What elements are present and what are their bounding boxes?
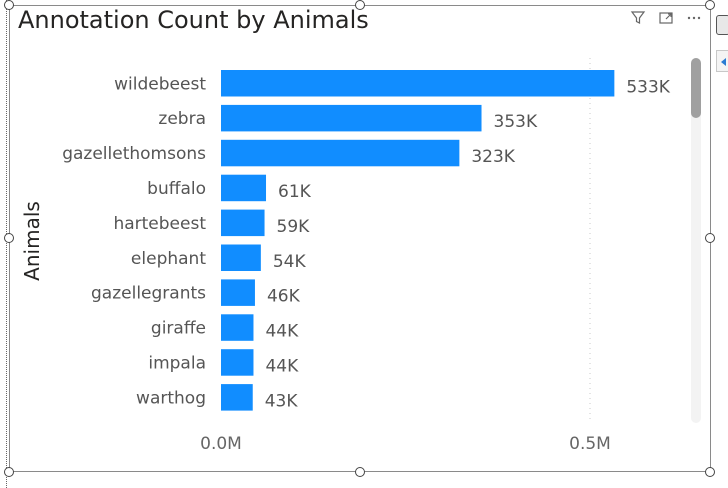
visual-header-icons: [630, 10, 702, 26]
value-label-buffalo: 61K: [278, 182, 312, 202]
scrollbar-track[interactable]: [691, 58, 701, 423]
value-label-zebra: 353K: [494, 112, 538, 132]
value-label-giraffe: 44K: [265, 322, 299, 342]
bar-wildebeest[interactable]: [221, 70, 615, 97]
bar-buffalo[interactable]: [221, 174, 267, 202]
bar-warthog[interactable]: [221, 384, 253, 411]
value-label-wildebeest: 533K: [626, 77, 670, 97]
collapse-pane-arrow-icon[interactable]: [716, 50, 728, 72]
bar-impala[interactable]: [221, 349, 254, 376]
y-axis-title: Animals: [20, 201, 44, 281]
category-label-wildebeest: wildebeest: [114, 74, 206, 94]
chart-title: Annotation Count by Animals: [18, 6, 369, 34]
x-tick-label-1: 0.5M: [569, 434, 611, 454]
value-label-gazellethomsons: 323K: [471, 147, 515, 167]
resize-handle-top-left[interactable]: [4, 0, 14, 10]
bar-hartebeest[interactable]: [221, 209, 265, 237]
filter-icon[interactable]: [630, 10, 646, 26]
category-label-zebra: zebra: [158, 109, 206, 129]
resize-handle-bottom-left[interactable]: [4, 467, 14, 477]
resize-handle-top[interactable]: [355, 0, 365, 10]
resize-handle-top-right[interactable]: [705, 0, 715, 10]
value-labels: 533K 353K 323K 61K 59K 54K 46K 44K 44K 43K: [265, 77, 671, 411]
x-tick-label-0: 0.0M: [200, 434, 242, 454]
bars: [221, 70, 615, 411]
scrollbar-thumb[interactable]: [691, 58, 701, 118]
value-label-elephant: 54K: [273, 252, 307, 272]
category-label-gazellegrants: gazellegrants: [91, 284, 206, 304]
resize-handle-bottom[interactable]: [355, 467, 365, 477]
bar-gazellegrants[interactable]: [221, 279, 255, 306]
resize-handle-left[interactable]: [4, 233, 14, 243]
category-labels: wildebeest zebra gazellethomsons buffalo har…: [62, 74, 206, 408]
value-label-hartebeest: 59K: [277, 217, 311, 237]
category-label-hartebeest: hartebeest: [113, 214, 206, 234]
resize-handle-bottom-right[interactable]: [705, 467, 715, 477]
category-label-elephant: elephant: [131, 249, 206, 269]
category-label-buffalo: buffalo: [147, 179, 206, 199]
value-label-gazellegrants: 46K: [267, 287, 301, 307]
value-label-impala: 44K: [265, 356, 299, 376]
selection-dotted-edge: [6, 0, 7, 488]
side-pane-tab[interactable]: [716, 15, 728, 35]
category-label-impala: impala: [148, 353, 206, 373]
category-label-giraffe: giraffe: [151, 319, 206, 339]
bar-gazellethomsons[interactable]: [221, 139, 460, 167]
resize-handle-right[interactable]: [705, 233, 715, 243]
category-label-warthog: warthog: [136, 388, 206, 408]
bar-zebra[interactable]: [221, 104, 482, 132]
more-options-icon[interactable]: [686, 10, 702, 26]
x-axis-ticks: 0.0M 0.5M: [200, 434, 611, 454]
bar-elephant[interactable]: [221, 244, 261, 272]
value-label-warthog: 43K: [265, 391, 299, 411]
category-label-gazellethomsons: gazellethomsons: [62, 144, 206, 164]
bar-giraffe[interactable]: [221, 314, 254, 341]
focus-mode-icon[interactable]: [658, 10, 674, 26]
